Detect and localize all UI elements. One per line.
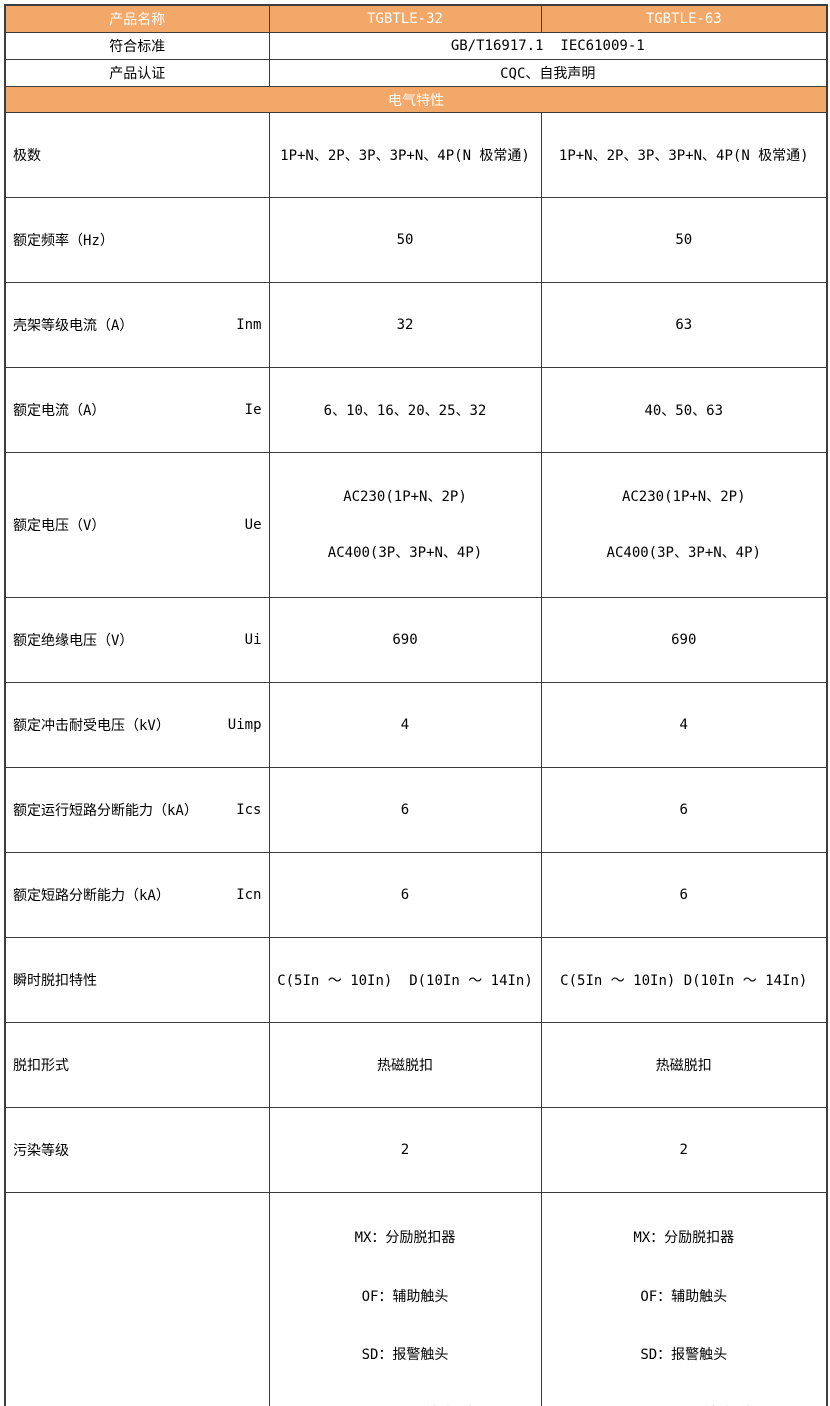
value-tgbtle63: 1P+N、2P、3P、3P+N、4P(N 极常通) bbox=[541, 113, 827, 198]
row-value-merged: CQC、自我声明 bbox=[269, 60, 827, 87]
row-label: 电气及机械附件 bbox=[5, 1193, 269, 1406]
row-symbol: Ui bbox=[245, 632, 262, 648]
row-symbol: Uimp bbox=[228, 717, 262, 733]
value-tgbtle63: 2 bbox=[541, 1108, 827, 1193]
row-label: 额定电压（V） bbox=[13, 515, 105, 535]
row-label: 壳架等级电流（A） bbox=[13, 315, 133, 335]
row-label: 额定电流（A） bbox=[13, 400, 105, 420]
row-label: 脱扣形式 bbox=[13, 1055, 69, 1075]
table-row-insulation-voltage: 额定绝缘电压（V） Ui 690 690 bbox=[5, 598, 827, 683]
row-label: 污染等级 bbox=[13, 1140, 69, 1160]
row-symbol: Ie bbox=[245, 402, 262, 418]
value-tgbtle63: 4 bbox=[541, 683, 827, 768]
accessory-line: SD：报警触头 bbox=[549, 1342, 820, 1369]
voltage-line-ac400: AC400(3P、3P+N、4P) bbox=[549, 541, 820, 565]
value-tgbtle32: 32 bbox=[269, 283, 541, 368]
header-model-tgbtle32: TGBTLE-32 bbox=[269, 5, 541, 33]
row-label: 产品认证 bbox=[5, 60, 269, 87]
row-label: 额定运行短路分断能力（kA） bbox=[13, 800, 198, 820]
value-tgbtle32: 6 bbox=[269, 853, 541, 938]
table-row-trip-type: 脱扣形式 热磁脱扣 热磁脱扣 bbox=[5, 1023, 827, 1108]
accessory-line: MX：分励脱扣器 bbox=[277, 1225, 534, 1252]
voltage-line-ac230: AC230(1P+N、2P) bbox=[549, 485, 820, 509]
accessories-tgbtle63: MX：分励脱扣器 OF：辅助触头 SD：报警触头 MX+OF：分励 + 辅助脱扣… bbox=[541, 1193, 827, 1406]
accessory-line: OF：辅助触头 bbox=[549, 1284, 820, 1311]
table-row-frequency: 额定频率（Hz） 50 50 bbox=[5, 198, 827, 283]
value-tgbtle63: 690 bbox=[541, 598, 827, 683]
value-tgbtle32: AC230(1P+N、2P) AC400(3P、3P+N、4P) bbox=[269, 453, 541, 598]
value-tgbtle63: 40、50、63 bbox=[541, 368, 827, 453]
table-row-certification: 产品认证 CQC、自我声明 bbox=[5, 60, 827, 87]
value-tgbtle63: 热磁脱扣 bbox=[541, 1023, 827, 1108]
accessory-line: MX+OF：分励 + 辅助脱扣器 bbox=[277, 1401, 534, 1406]
value-tgbtle63: 63 bbox=[541, 283, 827, 368]
row-symbol: Ics bbox=[236, 802, 261, 818]
row-label: 额定短路分断能力（kA） bbox=[13, 885, 170, 905]
table-row-frame-current: 壳架等级电流（A） Inm 32 63 bbox=[5, 283, 827, 368]
value-tgbtle63: AC230(1P+N、2P) AC400(3P、3P+N、4P) bbox=[541, 453, 827, 598]
header-model-tgbtle63: TGBTLE-63 bbox=[541, 5, 827, 33]
value-tgbtle63: C(5In ～ 10In) D(10In ～ 14In) bbox=[541, 938, 827, 1023]
header-product-name: 产品名称 bbox=[5, 5, 269, 33]
accessory-line: OF：辅助触头 bbox=[277, 1284, 534, 1311]
accessory-line: MX：分励脱扣器 bbox=[549, 1225, 820, 1252]
product-spec-page: 产品名称 TGBTLE-32 TGBTLE-63 符合标准 GB/T16917.… bbox=[0, 0, 830, 703]
value-tgbtle32: C(5In ～ 10In) D(10In ～ 14In) bbox=[269, 938, 541, 1023]
value-tgbtle63: 50 bbox=[541, 198, 827, 283]
value-tgbtle32: 6、10、16、20、25、32 bbox=[269, 368, 541, 453]
table-row-accessories: 电气及机械附件 MX：分励脱扣器 OF：辅助触头 SD：报警触头 MX+OF：分… bbox=[5, 1193, 827, 1406]
table-row-icn: 额定短路分断能力（kA） Icn 6 6 bbox=[5, 853, 827, 938]
table-row-impulse-voltage: 额定冲击耐受电压（kV） Uimp 4 4 bbox=[5, 683, 827, 768]
row-symbol: Inm bbox=[236, 317, 261, 333]
row-label: 额定绝缘电压（V） bbox=[13, 630, 133, 650]
row-symbol: Ue bbox=[245, 517, 262, 533]
voltage-line-ac400: AC400(3P、3P+N、4P) bbox=[277, 541, 534, 565]
table-row-rated-voltage: 额定电压（V） Ue AC230(1P+N、2P) AC400(3P、3P+N、… bbox=[5, 453, 827, 598]
row-label: 瞬时脱扣特性 bbox=[13, 970, 97, 990]
table-row-poles: 极数 1P+N、2P、3P、3P+N、4P(N 极常通) 1P+N、2P、3P、… bbox=[5, 113, 827, 198]
value-tgbtle32: 690 bbox=[269, 598, 541, 683]
value-tgbtle63: 6 bbox=[541, 768, 827, 853]
value-tgbtle32: 热磁脱扣 bbox=[269, 1023, 541, 1108]
value-tgbtle32: 4 bbox=[269, 683, 541, 768]
section-title: 电气特性 bbox=[5, 87, 827, 113]
value-tgbtle32: 1P+N、2P、3P、3P+N、4P(N 极常通) bbox=[269, 113, 541, 198]
table-row-rated-current: 额定电流（A） Ie 6、10、16、20、25、32 40、50、63 bbox=[5, 368, 827, 453]
table-row-trip-characteristic: 瞬时脱扣特性 C(5In ～ 10In) D(10In ～ 14In) C(5I… bbox=[5, 938, 827, 1023]
value-tgbtle32: 6 bbox=[269, 768, 541, 853]
row-symbol: Icn bbox=[236, 887, 261, 903]
header-row: 产品名称 TGBTLE-32 TGBTLE-63 bbox=[5, 5, 827, 33]
row-label: 额定冲击耐受电压（kV） bbox=[13, 715, 170, 735]
row-label: 符合标准 bbox=[5, 33, 269, 60]
product-spec-table: 产品名称 TGBTLE-32 TGBTLE-63 符合标准 GB/T16917.… bbox=[4, 4, 828, 1406]
value-tgbtle32: 50 bbox=[269, 198, 541, 283]
table-row-standards: 符合标准 GB/T16917.1 IEC61009-1 bbox=[5, 33, 827, 60]
accessories-tgbtle32: MX：分励脱扣器 OF：辅助触头 SD：报警触头 MX+OF：分励 + 辅助脱扣… bbox=[269, 1193, 541, 1406]
row-label: 极数 bbox=[13, 145, 41, 165]
table-row-ics: 额定运行短路分断能力（kA） Ics 6 6 bbox=[5, 768, 827, 853]
table-row-pollution-degree: 污染等级 2 2 bbox=[5, 1108, 827, 1193]
value-tgbtle63: 6 bbox=[541, 853, 827, 938]
value-tgbtle32: 2 bbox=[269, 1108, 541, 1193]
voltage-line-ac230: AC230(1P+N、2P) bbox=[277, 485, 534, 509]
accessory-line: MX+OF：分励 + 辅助脱扣器 bbox=[549, 1401, 820, 1406]
section-header-row: 电气特性 bbox=[5, 87, 827, 113]
row-value-merged: GB/T16917.1 IEC61009-1 bbox=[269, 33, 827, 60]
accessory-line: SD：报警触头 bbox=[277, 1342, 534, 1369]
row-label: 额定频率（Hz） bbox=[13, 230, 114, 250]
